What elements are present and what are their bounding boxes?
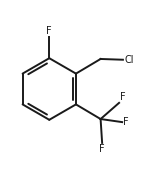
Text: F: F — [120, 92, 126, 102]
Text: F: F — [123, 117, 129, 127]
Text: F: F — [99, 144, 105, 154]
Text: Cl: Cl — [124, 55, 134, 65]
Text: F: F — [47, 26, 52, 36]
